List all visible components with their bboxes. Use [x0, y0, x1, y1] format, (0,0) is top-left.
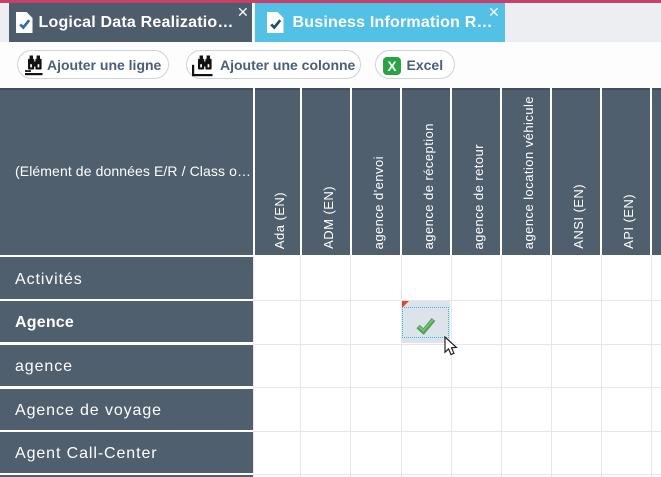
svg-text:X: X	[387, 59, 396, 74]
